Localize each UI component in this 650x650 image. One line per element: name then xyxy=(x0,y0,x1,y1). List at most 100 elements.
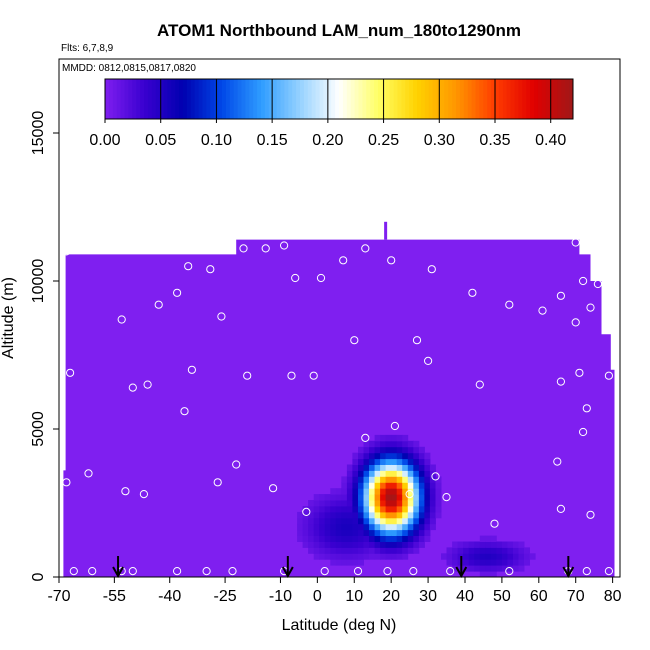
heatmap-cell xyxy=(507,541,514,548)
heatmap-cell xyxy=(313,517,320,525)
heatmap-cell xyxy=(297,529,304,536)
heatmap-cell xyxy=(385,506,392,513)
sample-point xyxy=(556,291,566,300)
sample-point xyxy=(575,368,584,377)
heatmap-cell xyxy=(341,529,348,536)
sample-point xyxy=(309,371,318,380)
heatmap-cell xyxy=(391,529,398,536)
heatmap-cell xyxy=(424,535,431,542)
heatmap-cell xyxy=(490,571,497,577)
colorbar-swatch xyxy=(128,79,133,119)
heatmap-cell xyxy=(330,488,337,495)
heatmap-cell xyxy=(424,458,431,465)
colorbar-swatch xyxy=(183,79,188,119)
heatmap-cell xyxy=(341,476,348,483)
plot-frame xyxy=(58,58,621,578)
heatmap-cell xyxy=(358,517,364,525)
heatmap-cell xyxy=(413,464,420,471)
heatmap-cell xyxy=(496,553,503,560)
heatmap-cell xyxy=(402,464,409,471)
colorbar-swatch xyxy=(144,79,149,119)
heatmap-cell xyxy=(429,517,436,525)
colorbar-swatch xyxy=(448,79,453,119)
heatmap-cell xyxy=(324,500,331,507)
x-tick-label: 0 xyxy=(313,588,322,605)
heatmap-cell xyxy=(424,523,431,531)
heatmap-cell xyxy=(330,541,337,548)
heatmap-cell xyxy=(385,464,392,471)
heatmap-cell xyxy=(330,529,337,536)
sample-point xyxy=(593,279,603,289)
heatmap-cell xyxy=(335,494,342,501)
heatmap-cell xyxy=(335,547,342,554)
heatmap-cell xyxy=(396,541,403,548)
sample-point xyxy=(431,472,440,481)
heatmap-cell xyxy=(407,541,414,548)
heatmap-cell xyxy=(479,559,486,566)
colorbar-swatch xyxy=(272,79,277,119)
heatmap-cell xyxy=(308,523,315,531)
heatmap-cell xyxy=(479,547,486,554)
heatmap-cell xyxy=(435,476,442,483)
heatmap-cell xyxy=(396,517,403,525)
colorbar-swatch xyxy=(424,79,430,119)
colorbar-swatch xyxy=(237,79,242,119)
colorbar-swatch xyxy=(350,79,355,119)
heatmap-cell xyxy=(374,553,381,560)
heatmap-cell xyxy=(407,529,414,536)
heatmap-cell xyxy=(369,500,375,507)
heatmap-cell xyxy=(380,488,387,495)
heatmap-cell xyxy=(363,523,370,531)
heatmap-cell xyxy=(413,476,420,483)
heatmap-cell xyxy=(529,553,536,560)
heatmap-cell xyxy=(513,553,519,560)
heatmap-cell xyxy=(330,559,337,566)
colorbar-swatch xyxy=(565,79,570,119)
heatmap-cell xyxy=(341,541,348,548)
colorbar-swatch xyxy=(155,79,160,119)
heatmap-cell xyxy=(413,500,420,507)
heatmap-cell xyxy=(396,500,403,507)
heatmap-cell xyxy=(369,547,375,554)
colorbar-tick-label: 0.00 xyxy=(89,132,120,149)
sample-point xyxy=(213,478,222,487)
heatmap-cell xyxy=(313,494,320,501)
heatmap-cell xyxy=(346,494,353,501)
heatmap-cell xyxy=(429,482,436,489)
heatmap-cell xyxy=(308,529,315,536)
colorbar-swatch xyxy=(319,79,324,119)
heatmap-cell xyxy=(402,529,409,536)
heatmap-cell xyxy=(501,541,508,548)
sample-point xyxy=(291,273,300,283)
heatmap-cell xyxy=(374,446,381,454)
heatmap-cell xyxy=(297,517,304,525)
colorbar-swatch xyxy=(292,79,297,119)
heatmap-cell xyxy=(352,517,359,525)
heatmap-cell xyxy=(429,488,436,495)
heatmap-cell xyxy=(385,535,392,542)
heatmap-cell xyxy=(319,506,326,513)
heatmap-cell xyxy=(369,523,375,531)
heatmap-cell xyxy=(524,553,530,560)
colorbar-swatch xyxy=(389,79,394,119)
heatmap-cell xyxy=(341,500,348,507)
colorbar-swatch xyxy=(229,79,235,119)
heatmap-cell xyxy=(457,547,464,554)
x-tick-label: 50 xyxy=(493,588,511,605)
colorbar-swatch xyxy=(502,79,508,119)
sample-point xyxy=(361,433,370,442)
colorbar-swatch xyxy=(495,79,500,119)
heatmap-cell xyxy=(518,559,525,566)
heatmap-cell xyxy=(452,559,459,566)
sample-point xyxy=(206,265,215,274)
colorbar-swatch xyxy=(171,79,176,119)
heatmap-cell xyxy=(402,535,409,542)
colorbar-frame xyxy=(104,78,574,120)
colorbar-swatch xyxy=(537,79,543,119)
heatmap-cell xyxy=(335,488,342,495)
heatmap-cell xyxy=(374,523,381,531)
colorbar-swatch xyxy=(108,79,114,119)
y-axis: 0 5000 10000 15000 xyxy=(30,111,59,581)
colorbar-swatch xyxy=(397,79,402,119)
heatmap-cell xyxy=(424,511,431,519)
